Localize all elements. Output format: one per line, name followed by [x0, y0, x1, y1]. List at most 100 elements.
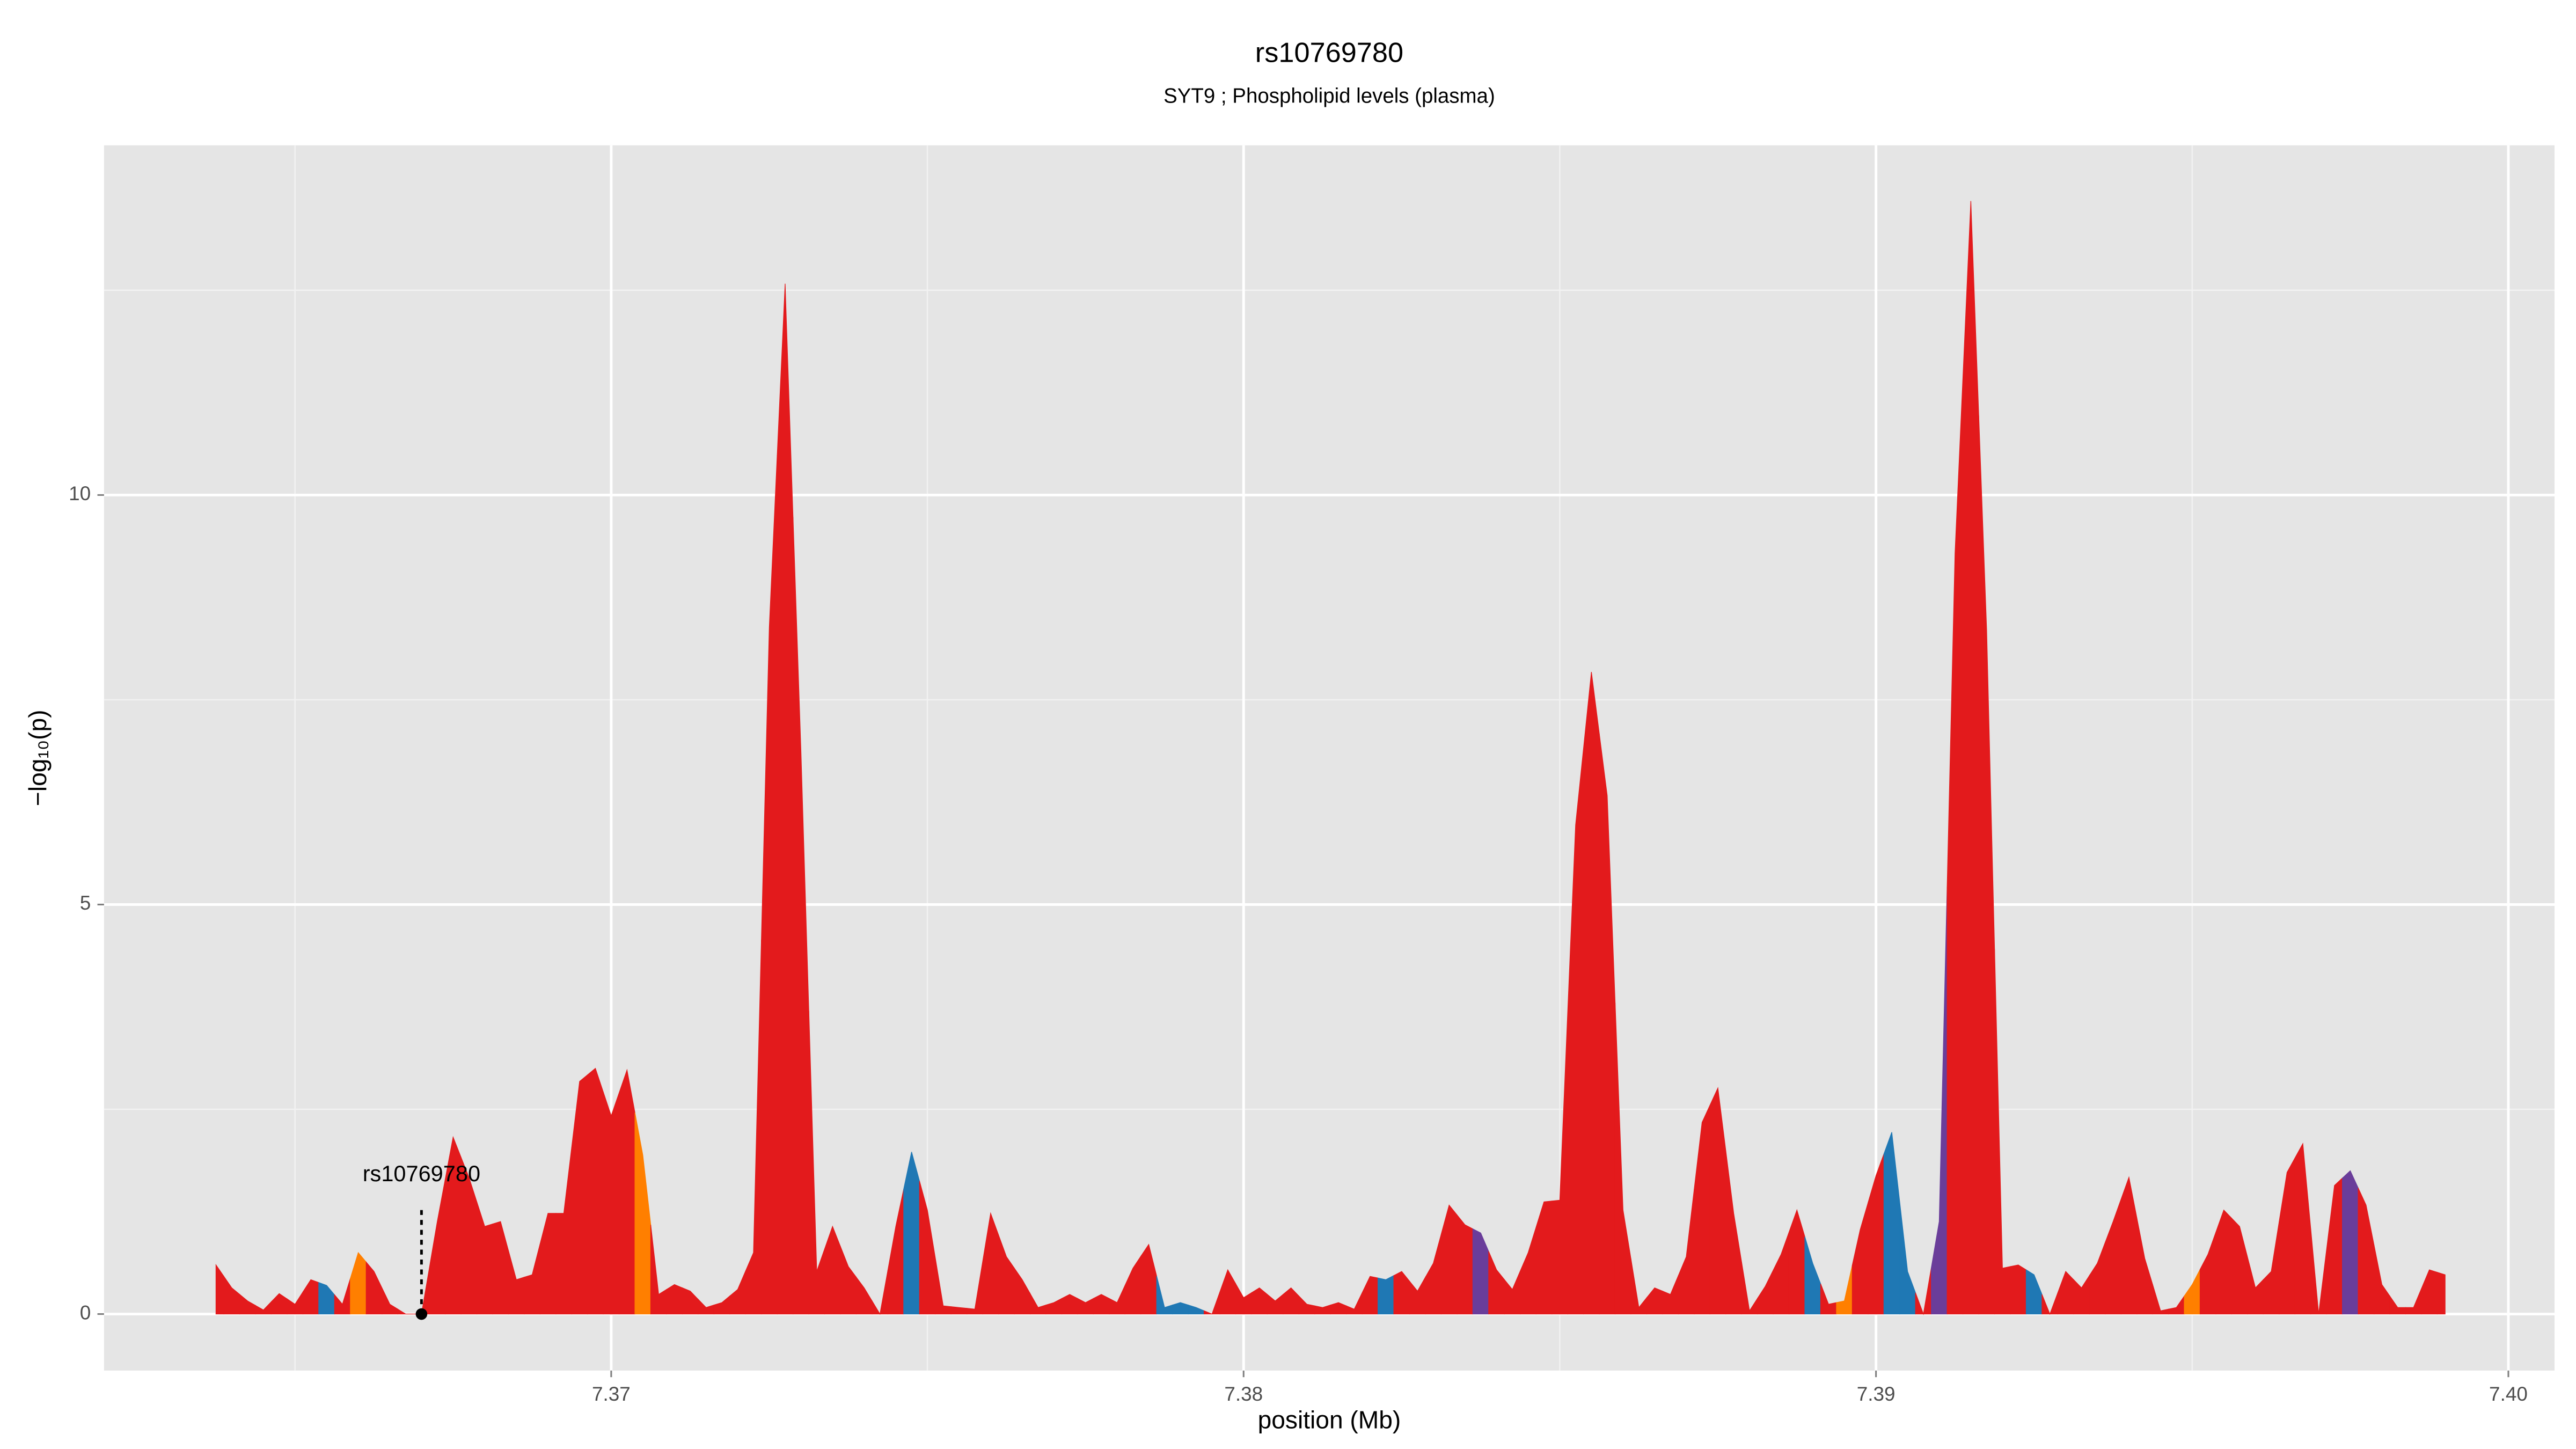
area-segment — [2010, 1264, 2027, 1315]
area-segment — [1488, 1251, 1505, 1315]
area-segment — [1362, 1276, 1379, 1315]
area-segment — [1267, 1293, 1284, 1315]
area-segment — [524, 1243, 540, 1315]
area-segment — [429, 1179, 446, 1315]
area-segment — [2057, 1271, 2074, 1315]
area-segment — [745, 940, 762, 1315]
area-segment — [2373, 1245, 2390, 1315]
area-segment — [1946, 377, 1964, 1315]
area-segment — [998, 1235, 1015, 1315]
area-segment — [2025, 1269, 2043, 1315]
area-segment — [2342, 1170, 2359, 1315]
area-segment — [903, 1152, 920, 1315]
area-segment — [1899, 1202, 1916, 1315]
area-segment — [840, 1246, 857, 1315]
area-segment — [1646, 1287, 1663, 1315]
area-segment — [1694, 1105, 1710, 1315]
area-segment — [1093, 1294, 1110, 1315]
area-segment — [619, 1069, 635, 1315]
area-segment — [1298, 1295, 1315, 1315]
area-segment — [1741, 1262, 1758, 1315]
x-tick-label: 7.38 — [1224, 1383, 1263, 1405]
area-segment — [1567, 748, 1584, 1315]
chart-subtitle: SYT9 ; Phospholipid levels (plasma) — [1163, 85, 1495, 108]
y-axis-label: −log₁₀(p) — [24, 709, 52, 806]
area-segment — [1520, 1227, 1536, 1315]
area-segment — [1725, 1151, 1742, 1315]
area-segment — [761, 455, 778, 1315]
area-segment — [698, 1298, 714, 1315]
area-segment — [302, 1279, 319, 1315]
area-segment — [666, 1284, 683, 1315]
area-segment — [1235, 1282, 1252, 1315]
area-segment — [492, 1221, 509, 1315]
area-segment — [603, 1092, 620, 1315]
area-segment — [1378, 1275, 1394, 1315]
area-segment — [824, 1225, 841, 1315]
area-segment — [1188, 1304, 1205, 1315]
area-segment — [1314, 1304, 1331, 1315]
area-segment — [1251, 1287, 1268, 1315]
area-segment — [855, 1276, 873, 1315]
area-segment — [919, 1181, 936, 1315]
area-segment — [555, 1147, 572, 1315]
area-segment — [2152, 1284, 2169, 1315]
area-segment — [444, 1136, 462, 1315]
area-segment — [1978, 415, 1995, 1315]
area-segment — [1457, 1214, 1474, 1315]
area-segment — [982, 1212, 999, 1315]
area-segment — [1440, 1204, 1458, 1315]
area-segment — [634, 1113, 652, 1315]
area-segment — [1219, 1269, 1236, 1315]
area-segment — [1283, 1287, 1299, 1315]
area-segment — [1061, 1294, 1078, 1315]
area-segment — [1425, 1234, 1442, 1315]
area-segment — [950, 1306, 968, 1315]
area-segment — [1883, 1132, 1900, 1315]
area-segment — [2247, 1257, 2264, 1315]
area-segment — [2089, 1242, 2106, 1315]
area-segment — [1583, 671, 1600, 1315]
area-segment — [1709, 1087, 1726, 1315]
area-segment — [887, 1189, 904, 1315]
area-segment — [1535, 1201, 1553, 1315]
area-segment — [793, 517, 809, 1315]
area-segment — [1931, 887, 1948, 1315]
area-segment — [1614, 1002, 1631, 1315]
area-segment — [2326, 1177, 2343, 1315]
area-segment — [2041, 1292, 2059, 1315]
area-segment — [2421, 1269, 2438, 1315]
area-segment — [1804, 1236, 1821, 1315]
x-tick-label: 7.39 — [1857, 1383, 1896, 1405]
area-segment — [1836, 1265, 1853, 1315]
area-segment — [1014, 1267, 1031, 1315]
marks — [215, 201, 2446, 1315]
area-segment — [571, 1074, 588, 1315]
area-segment — [1203, 1292, 1220, 1315]
area-segment — [1915, 1268, 1932, 1315]
area-segment — [1409, 1276, 1426, 1315]
area-segment — [2199, 1232, 2216, 1315]
area-segment — [1820, 1283, 1837, 1315]
y-tick-label: 0 — [80, 1301, 91, 1323]
area-segment — [2215, 1209, 2233, 1315]
area-segment — [334, 1278, 351, 1315]
area-segment — [1851, 1202, 1869, 1315]
area-segment — [2279, 1158, 2295, 1315]
area-segment — [318, 1282, 335, 1315]
area-segment — [587, 1067, 604, 1315]
area-segment — [1124, 1255, 1141, 1315]
x-tick-label: 7.40 — [2489, 1383, 2528, 1405]
area-segment — [476, 1202, 493, 1315]
area-segment — [2168, 1294, 2185, 1315]
area-segment — [1963, 201, 1979, 1315]
area-segment — [287, 1291, 304, 1315]
area-segment — [2231, 1217, 2248, 1315]
area-segment — [382, 1287, 398, 1315]
area-segment — [1662, 1275, 1679, 1315]
area-segment — [1678, 1189, 1695, 1315]
area-segment — [935, 1257, 952, 1315]
area-segment — [397, 1308, 414, 1315]
area-segment — [270, 1293, 288, 1315]
